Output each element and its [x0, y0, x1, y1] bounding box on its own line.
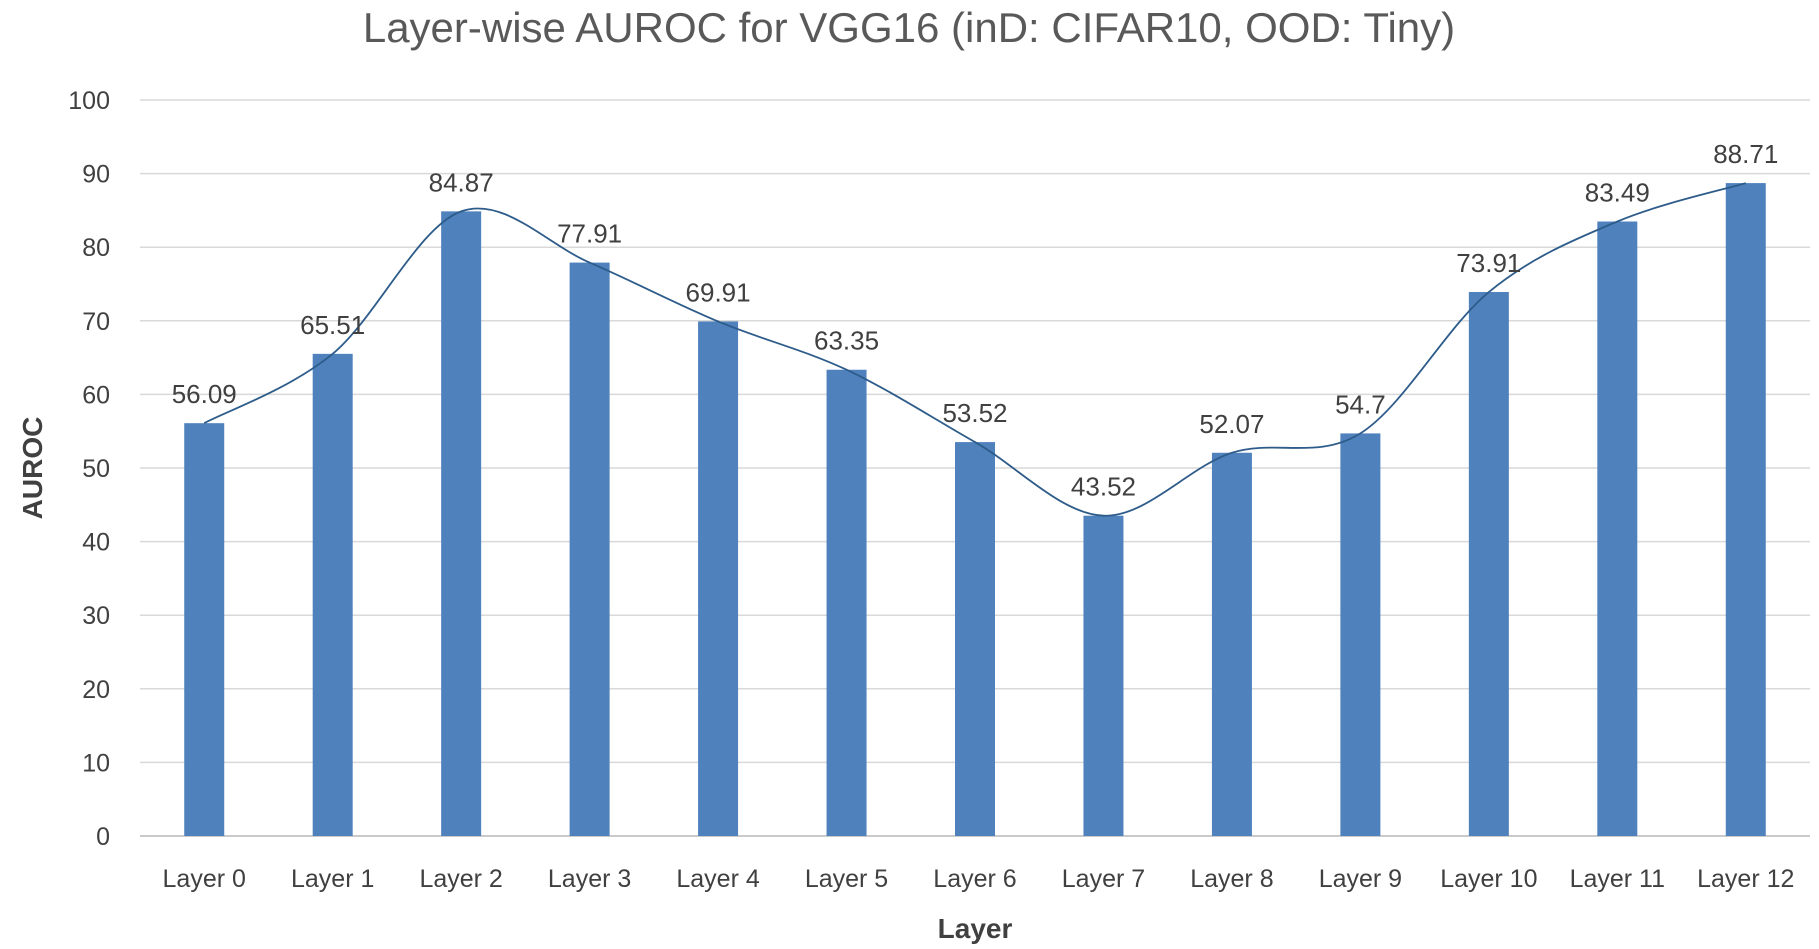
data-label: 43.52: [1071, 472, 1136, 502]
x-tick-label: Layer 3: [548, 865, 631, 893]
y-tick-label: 50: [82, 455, 110, 483]
bar: [441, 211, 482, 836]
y-tick-label: 60: [82, 381, 110, 409]
data-label: 83.49: [1585, 178, 1650, 208]
x-tick-label: Layer 9: [1319, 865, 1402, 893]
bar: [826, 369, 867, 836]
data-label: 77.91: [557, 219, 622, 249]
y-tick-label: 70: [82, 308, 110, 336]
trendline: [203, 182, 1747, 517]
bar: [569, 262, 610, 836]
x-axis-ticks: Layer 0 Layer 1 Layer 2 Layer 3 Layer 4 Layer…: [163, 865, 1795, 893]
x-tick-label: Layer 6: [933, 865, 1016, 893]
x-tick-label: Layer 10: [1440, 865, 1537, 893]
x-tick-label: Layer 2: [419, 865, 502, 893]
trendline-group: [203, 182, 1747, 517]
bar: [1468, 292, 1509, 836]
x-tick-label: Layer 7: [1062, 865, 1145, 893]
bar: [1083, 515, 1124, 836]
y-axis-ticks: 0 10 20 30 40 50 60 70 80 90 100: [68, 87, 110, 851]
y-tick-label: 30: [82, 602, 110, 630]
x-tick-label: Layer 0: [163, 865, 246, 893]
x-axis-title: Layer: [938, 913, 1013, 944]
data-label: 63.35: [814, 326, 879, 356]
bar: [1211, 452, 1252, 836]
data-labels: 56.09 65.51 84.87 77.91 69.91 63.35 53.52 43.52…: [172, 139, 1779, 502]
x-tick-label: Layer 4: [676, 865, 759, 893]
bar: [955, 442, 995, 836]
bar: [1597, 221, 1638, 836]
x-tick-label: Layer 8: [1190, 865, 1273, 893]
bar: [184, 423, 225, 836]
data-label: 56.09: [172, 379, 237, 409]
data-label: 65.51: [300, 310, 365, 340]
x-tick-label: Layer 11: [1570, 865, 1665, 893]
y-tick-label: 80: [82, 234, 110, 262]
bar: [312, 353, 353, 836]
data-label: 69.91: [686, 277, 751, 307]
data-label: 54.7: [1335, 389, 1386, 419]
x-tick-label: Layer 1: [291, 865, 374, 893]
data-label: 52.07: [1199, 409, 1264, 439]
y-tick-label: 40: [82, 529, 110, 557]
bar: [698, 321, 739, 836]
bars: [184, 183, 1766, 836]
bar: [1340, 433, 1381, 836]
y-tick-label: 100: [68, 87, 110, 115]
y-axis-title: AUROC: [17, 417, 48, 520]
y-tick-label: 90: [82, 161, 110, 189]
bar: [1725, 183, 1766, 836]
data-label: 73.91: [1456, 248, 1521, 278]
y-tick-label: 10: [82, 749, 110, 777]
y-tick-label: 20: [82, 676, 110, 704]
data-label: 53.52: [942, 398, 1007, 428]
data-label: 88.71: [1713, 139, 1778, 169]
chart-title: Layer-wise AUROC for VGG16 (inD: CIFAR10…: [363, 4, 1455, 51]
y-tick-label: 0: [96, 823, 110, 851]
data-label: 84.87: [429, 167, 494, 197]
x-tick-label: Layer 12: [1697, 865, 1794, 893]
x-tick-label: Layer 5: [805, 865, 888, 893]
